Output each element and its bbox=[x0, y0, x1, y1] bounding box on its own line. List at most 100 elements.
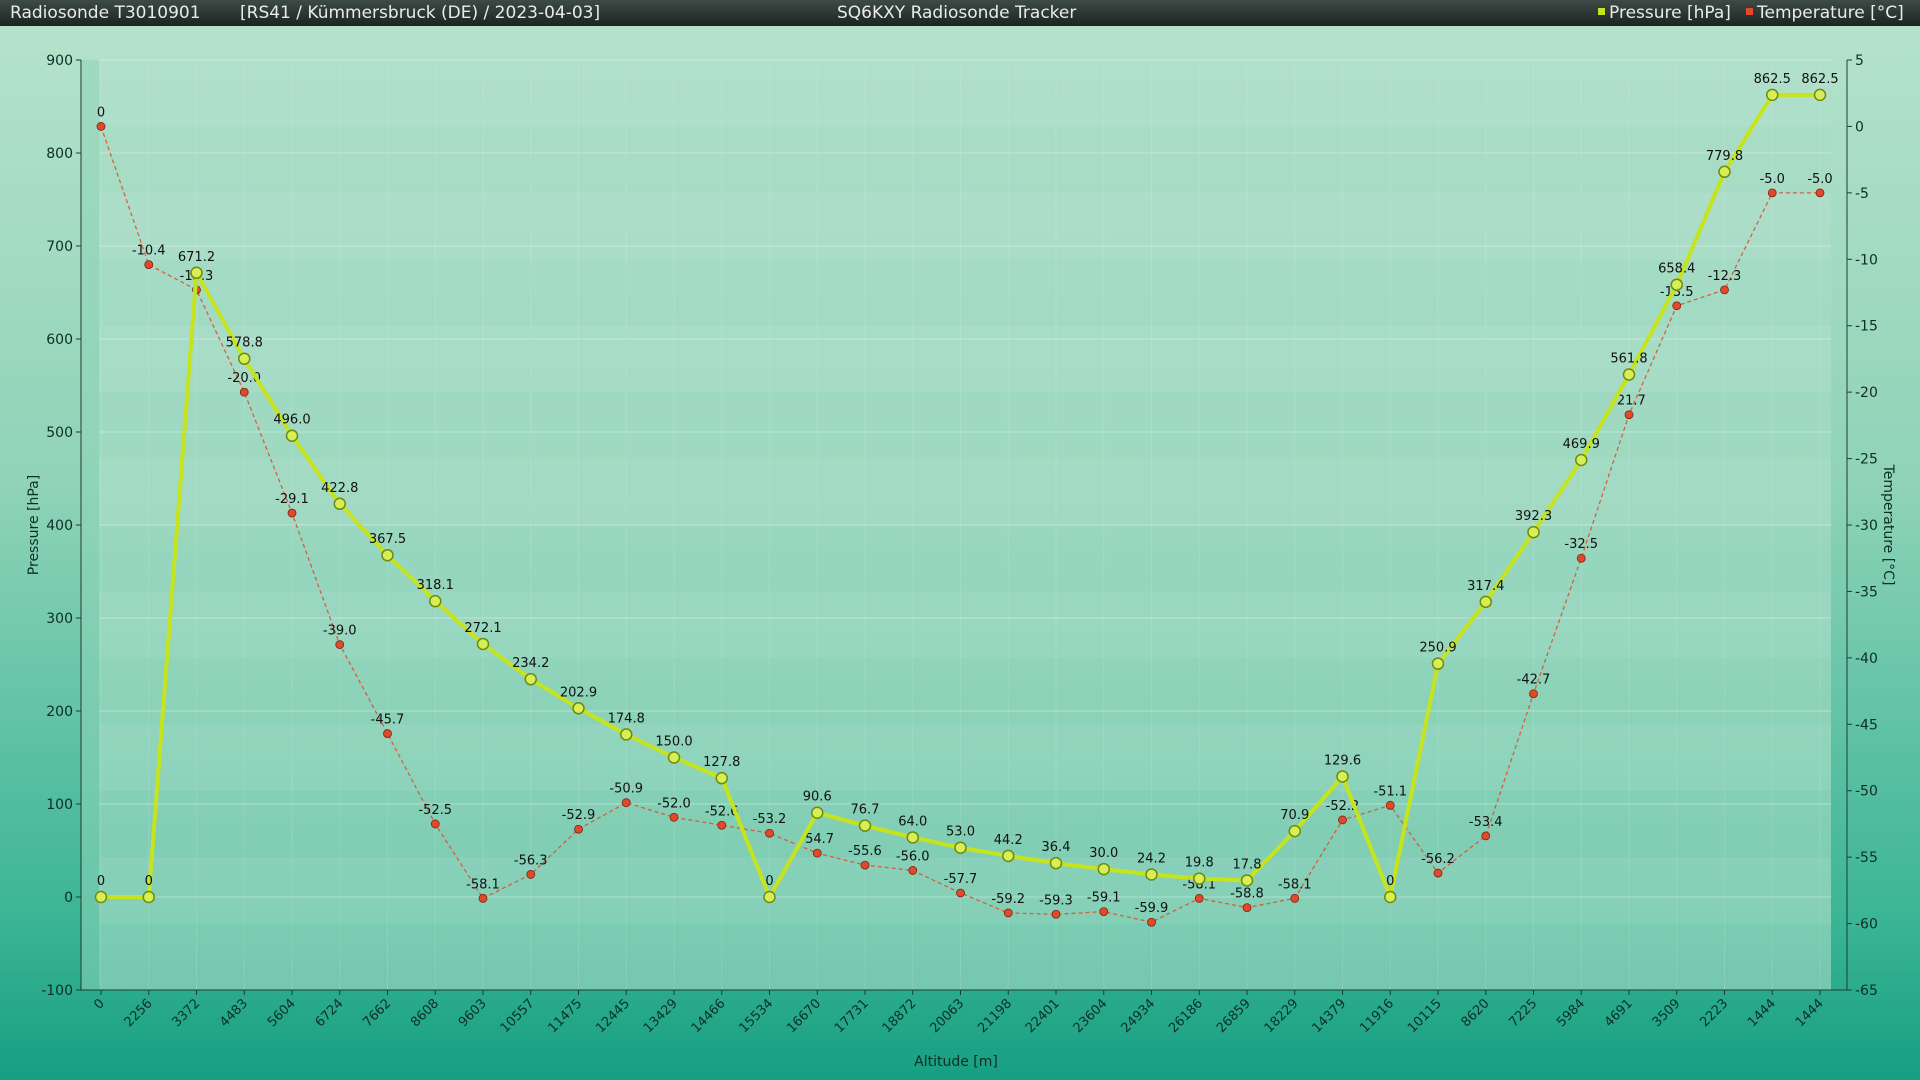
pressure-data-label: 202.9 bbox=[560, 685, 597, 700]
temperature-data-label: 0 bbox=[97, 105, 105, 120]
x-tick-label: 26186 bbox=[1166, 996, 1206, 1036]
x-tick-label: 2223 bbox=[1697, 996, 1731, 1030]
pressure-point bbox=[1718, 165, 1731, 179]
y-tick-label: 400 bbox=[46, 518, 73, 534]
y2-tick-label: -65 bbox=[1855, 983, 1878, 999]
pressure-data-label: 578.8 bbox=[226, 336, 263, 351]
x-axis-title: Altitude [m] bbox=[914, 1054, 998, 1070]
pressure-data-label: 496.0 bbox=[273, 413, 310, 428]
pressure-data-label: 70.9 bbox=[1280, 808, 1309, 823]
pressure-point bbox=[1575, 453, 1588, 467]
x-tick-label: 4483 bbox=[217, 996, 251, 1030]
temperature-point bbox=[144, 260, 154, 270]
pressure-point bbox=[954, 841, 967, 854]
x-tick-label: 2256 bbox=[122, 996, 156, 1030]
pressure-data-label: 561.8 bbox=[1610, 352, 1647, 367]
y2-tick-label: -5 bbox=[1855, 186, 1869, 202]
pressure-data-label: 30.0 bbox=[1089, 846, 1118, 861]
y2-tick-label: -10 bbox=[1855, 252, 1878, 268]
temperature-data-label: -42.7 bbox=[1517, 673, 1551, 688]
x-tick-label: 23604 bbox=[1071, 996, 1111, 1036]
temperature-point bbox=[1385, 800, 1395, 810]
temperature-data-label: -54.7 bbox=[800, 832, 834, 847]
x-tick-label: 16670 bbox=[784, 996, 824, 1036]
x-tick-label: 15534 bbox=[736, 996, 776, 1036]
pressure-point bbox=[476, 637, 490, 651]
temperature-point bbox=[1003, 908, 1013, 918]
pressure-data-label: 90.6 bbox=[803, 790, 832, 805]
y2-tick-label: -40 bbox=[1855, 651, 1878, 667]
temperature-point bbox=[287, 508, 297, 518]
temperature-data-label: -12.3 bbox=[1708, 269, 1742, 284]
temperature-data-label: -58.1 bbox=[1278, 877, 1312, 892]
temperature-point bbox=[1481, 831, 1491, 841]
pressure-data-label: 76.7 bbox=[851, 803, 880, 818]
pressure-point bbox=[333, 497, 346, 511]
temperature-point bbox=[1624, 410, 1634, 420]
x-tick-label: 21198 bbox=[975, 996, 1015, 1036]
pressure-data-label: 317.4 bbox=[1467, 579, 1504, 594]
legend-temperature: Temperature [°C] bbox=[1746, 0, 1904, 26]
plot-band bbox=[99, 60, 1831, 127]
temperature-point bbox=[1576, 553, 1586, 563]
x-tick-label: 11916 bbox=[1357, 996, 1397, 1036]
temperature-point bbox=[383, 729, 392, 738]
x-tick-label: 3509 bbox=[1650, 996, 1684, 1030]
pressure-data-label: 53.0 bbox=[946, 825, 975, 840]
temperature-point bbox=[1338, 815, 1347, 825]
y-tick-label: 500 bbox=[46, 425, 73, 441]
y-tick-label: -100 bbox=[41, 983, 73, 999]
temperature-point bbox=[239, 387, 249, 397]
pressure-point bbox=[285, 429, 299, 442]
temperature-point bbox=[1720, 285, 1729, 295]
temperature-data-label: -32.5 bbox=[1564, 537, 1598, 552]
pressure-data-label: 392.3 bbox=[1515, 509, 1552, 524]
x-tick-label: 10115 bbox=[1405, 996, 1445, 1036]
plot-band bbox=[99, 724, 1831, 791]
y2-tick-label: -15 bbox=[1855, 319, 1878, 335]
temperature-point bbox=[621, 798, 631, 808]
y-tick-label: 200 bbox=[46, 704, 73, 720]
x-tick-label: 4691 bbox=[1602, 996, 1636, 1030]
pressure-data-label: 272.1 bbox=[464, 621, 501, 636]
temperature-data-label: -56.0 bbox=[896, 849, 930, 864]
pressure-point bbox=[1479, 595, 1492, 609]
pressure-point bbox=[763, 890, 776, 904]
temperature-point bbox=[1051, 909, 1061, 919]
temperature-data-label: -13.5 bbox=[1660, 285, 1694, 300]
y2-tick-label: -55 bbox=[1855, 850, 1878, 866]
temperature-point bbox=[669, 812, 679, 822]
temperature-data-label: -5.0 bbox=[1760, 172, 1785, 187]
x-tick-label: 1444 bbox=[1793, 996, 1827, 1030]
temperature-data-label: -52.6 bbox=[705, 804, 739, 819]
temperature-data-label: -55.6 bbox=[848, 844, 882, 859]
temperature-data-label: -59.3 bbox=[1039, 893, 1073, 908]
y2-axis-title: Temperature [°C] bbox=[1880, 464, 1896, 586]
temperature-point bbox=[574, 824, 583, 834]
temperature-data-label: -59.2 bbox=[991, 892, 1025, 907]
temperature-data-label: -53.4 bbox=[1469, 815, 1503, 830]
title-bar: Radiosonde T3010901 [RS41 / Kümmersbruck… bbox=[0, 0, 1920, 26]
pressure-point bbox=[715, 771, 728, 785]
temperature-point bbox=[1099, 907, 1109, 917]
pressure-point bbox=[381, 548, 394, 562]
pressure-data-label: 367.5 bbox=[369, 532, 406, 547]
x-tick-label: 22401 bbox=[1023, 996, 1063, 1036]
pressure-point bbox=[811, 806, 824, 819]
temperature-point bbox=[1767, 188, 1777, 198]
x-tick-label: 26859 bbox=[1214, 996, 1254, 1036]
y2-tick-label: -35 bbox=[1855, 584, 1878, 600]
x-tick-label: 18872 bbox=[880, 996, 920, 1036]
temperature-point bbox=[908, 866, 918, 875]
pressure-data-label: 862.5 bbox=[1801, 72, 1838, 87]
pressure-point bbox=[429, 594, 442, 608]
y2-tick-label: -60 bbox=[1855, 917, 1878, 933]
temperature-point bbox=[765, 828, 774, 838]
x-tick-label: 18229 bbox=[1262, 996, 1302, 1036]
sonde-subtitle: [RS41 / Kümmersbruck (DE) / 2023-04-03] bbox=[240, 3, 601, 23]
temperature-data-label: -58.1 bbox=[466, 877, 500, 892]
pressure-point bbox=[620, 728, 633, 741]
pressure-data-label: 671.2 bbox=[178, 250, 215, 265]
pressure-data-label: 150.0 bbox=[655, 735, 692, 750]
temperature-data-label: -56.2 bbox=[1421, 852, 1455, 867]
